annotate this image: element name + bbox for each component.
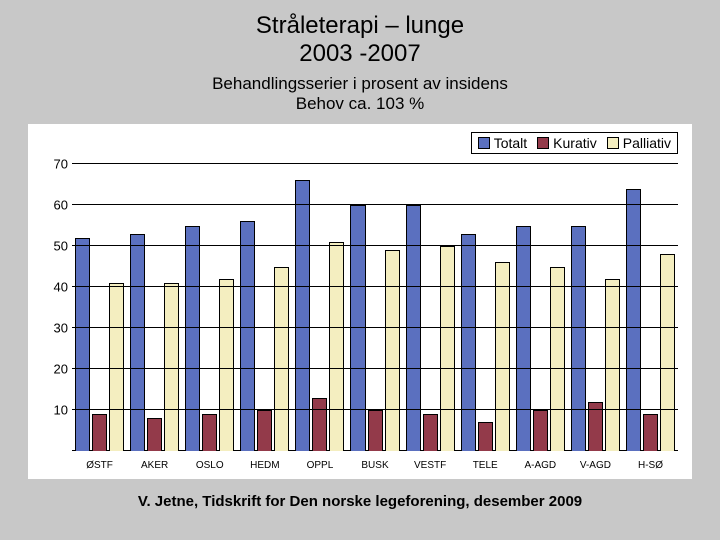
bar [274, 267, 289, 452]
bar [660, 254, 675, 451]
bar [219, 279, 234, 451]
x-tick-label: V-AGD [568, 460, 623, 471]
x-tick-label: H-SØ [623, 460, 678, 471]
legend-swatch [537, 137, 549, 149]
y-tick-label: 10 [42, 403, 68, 418]
legend-label: Kurativ [553, 135, 597, 151]
bar [495, 262, 510, 451]
x-tick-label: A-AGD [513, 460, 568, 471]
bar [240, 221, 255, 451]
x-tick-label: AKER [127, 460, 182, 471]
bar [571, 226, 586, 452]
bar [385, 250, 400, 451]
bar-group: VESTF [403, 164, 458, 451]
bar [533, 410, 548, 451]
bar [147, 418, 162, 451]
bar [185, 226, 200, 452]
gridline [72, 327, 678, 328]
legend-label: Palliativ [623, 135, 671, 151]
bar-group: ØSTF [72, 164, 127, 451]
bar [164, 283, 179, 451]
bar-group: OSLO [182, 164, 237, 451]
bar [202, 414, 217, 451]
bar [516, 226, 531, 452]
subtitle-line-2: Behov ca. 103 % [28, 94, 692, 114]
footer-citation: V. Jetne, Tidskrift for Den norske legef… [28, 493, 692, 510]
x-tick-label: BUSK [347, 460, 402, 471]
bar-group: H-SØ [623, 164, 678, 451]
bar [295, 180, 310, 451]
bar [461, 234, 476, 451]
legend-swatch [607, 137, 619, 149]
plot-area: ØSTFAKEROSLOHEDMOPPLBUSKVESTFTELEA-AGDV-… [72, 164, 678, 451]
x-tick-label: ØSTF [72, 460, 127, 471]
x-tick-label: TELE [458, 460, 513, 471]
bar [92, 414, 107, 451]
gridline [72, 204, 678, 205]
bar-group: A-AGD [513, 164, 568, 451]
x-tick-label: OPPL [292, 460, 347, 471]
y-tick-label: 40 [42, 280, 68, 295]
legend-label: Totalt [494, 135, 527, 151]
x-tick-label: HEDM [237, 460, 292, 471]
bar [257, 410, 272, 451]
legend-swatch [478, 137, 490, 149]
bar [478, 422, 493, 451]
title-line-1: Stråleterapi – lunge [28, 12, 692, 40]
gridline [72, 245, 678, 246]
legend-item: Kurativ [537, 135, 597, 151]
bar [109, 283, 124, 451]
gridline [72, 286, 678, 287]
bar [440, 246, 455, 451]
bar-group: OPPL [292, 164, 347, 451]
y-tick-label: 30 [42, 321, 68, 336]
bar-group: TELE [458, 164, 513, 451]
bar [605, 279, 620, 451]
y-tick-label: 70 [42, 157, 68, 172]
x-tick-label: VESTF [403, 460, 458, 471]
bar [350, 205, 365, 451]
bar-group: V-AGD [568, 164, 623, 451]
legend: Totalt Kurativ Palliativ [471, 132, 678, 154]
bar [626, 189, 641, 451]
subtitle-line-1: Behandlingsserier i prosent av insidens [28, 74, 692, 94]
bar-group: AKER [127, 164, 182, 451]
bar [550, 267, 565, 452]
bar [329, 242, 344, 451]
bar [423, 414, 438, 451]
bar [75, 238, 90, 451]
gridline [72, 163, 678, 164]
x-tick-label: OSLO [182, 460, 237, 471]
title-line-2: 2003 -2007 [28, 40, 692, 68]
title-block: Stråleterapi – lunge 2003 -2007 [28, 12, 692, 68]
bar [130, 234, 145, 451]
bar [368, 410, 383, 451]
gridline [72, 368, 678, 369]
bar [406, 205, 421, 451]
legend-item: Totalt [478, 135, 527, 151]
y-tick-label: 20 [42, 362, 68, 377]
bar [643, 414, 658, 451]
legend-item: Palliativ [607, 135, 671, 151]
bar-groups: ØSTFAKEROSLOHEDMOPPLBUSKVESTFTELEA-AGDV-… [72, 164, 678, 451]
gridline [72, 409, 678, 410]
bar [312, 398, 327, 451]
y-tick-label: 60 [42, 198, 68, 213]
bar-group: BUSK [347, 164, 402, 451]
y-tick-label: 50 [42, 239, 68, 254]
subtitle-block: Behandlingsserier i prosent av insidens … [28, 74, 692, 114]
bar-group: HEDM [237, 164, 292, 451]
chart-area: Totalt Kurativ Palliativ ØSTFAKEROSLOHEDMO… [28, 124, 692, 479]
